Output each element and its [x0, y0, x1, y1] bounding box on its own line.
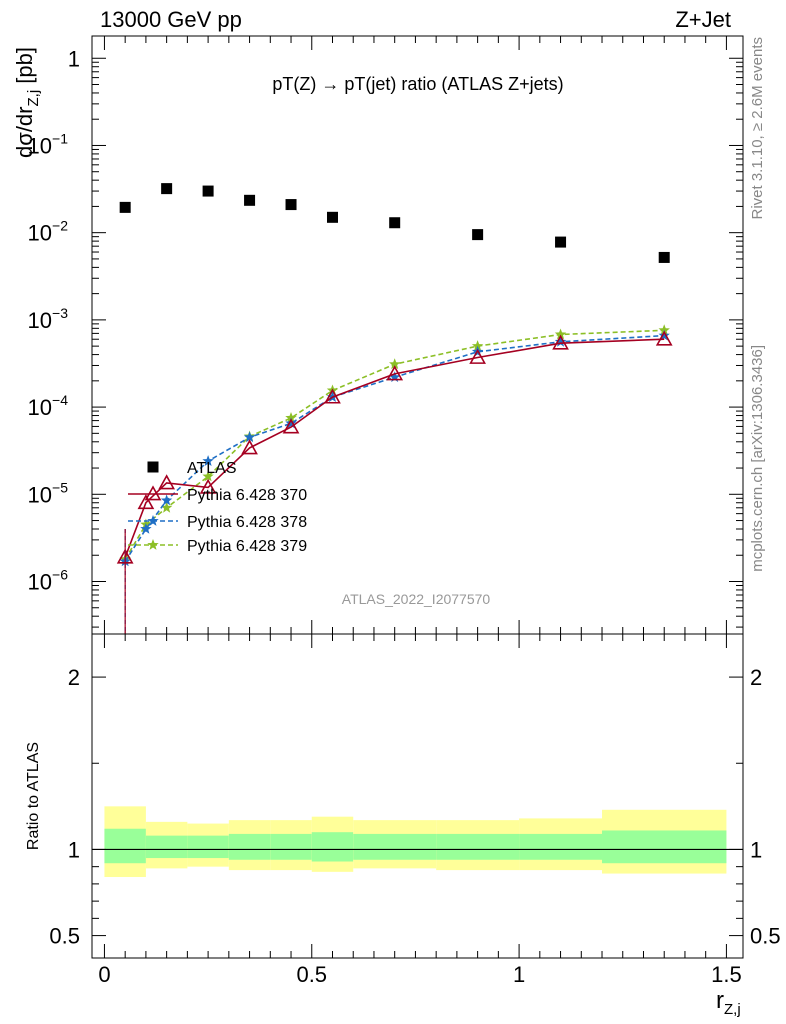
data-point: [472, 229, 484, 241]
x-axis-label: rZ,j: [716, 987, 741, 1018]
data-point: [147, 515, 159, 526]
data-point: [554, 328, 567, 340]
data-point: [282, 418, 300, 434]
series-line: [124, 329, 665, 560]
ratio-plot: 0.5 0.5 1 1 2 2 0 0.5 1 1.5 Ratio to ATLAS rZ,j: [25, 633, 781, 1018]
y-tick-label: 1: [68, 46, 80, 71]
data-point: [658, 251, 670, 263]
uncertainty-band-inner: [353, 833, 437, 860]
x-tick-label: 0.5: [296, 962, 327, 987]
ratio-y-tick-label-right: 2: [750, 665, 762, 690]
data-point: [161, 183, 173, 195]
ratio-y-tick-label: 2: [68, 665, 80, 690]
data-point: [119, 201, 131, 213]
header-analysis: Z+Jet: [675, 7, 731, 32]
data-point: [147, 461, 159, 473]
series-pythia-6-428-370: [116, 330, 673, 564]
rivet-label: Rivet 3.1.10, ≥ 2.6M events: [749, 37, 766, 220]
legend-label: Pythia 6.428 370: [187, 487, 307, 504]
ratio-y-tick-label: 0.5: [49, 924, 80, 949]
data-point: [137, 494, 155, 510]
data-point: [552, 334, 569, 350]
uncertainty-band-inner: [436, 833, 520, 860]
data-point: [469, 348, 486, 364]
uncertainty-band-inner: [270, 833, 312, 860]
data-point: [285, 199, 297, 211]
y-tick-label: 10−3: [28, 305, 69, 333]
uncertainty-band-inner: [602, 830, 727, 864]
chart-title: pT(Z) → pT(jet) ratio (ATLAS Z+jets): [272, 74, 563, 94]
data-point: [160, 501, 173, 513]
ratio-y-tick-label-right: 1: [750, 837, 762, 862]
data-point: [199, 478, 217, 494]
y-tick-label: 10−2: [28, 218, 69, 246]
data-point: [655, 330, 673, 346]
data-point: [202, 455, 214, 466]
data-point: [144, 485, 162, 501]
data-point: [389, 217, 401, 229]
data-point: [386, 365, 404, 381]
data-point: [389, 358, 401, 370]
data-point: [147, 539, 159, 550]
data-point: [243, 431, 256, 443]
y-tick-label: 10−5: [28, 479, 69, 507]
data-point: [554, 335, 567, 347]
uncertainty-band-inner: [104, 828, 146, 864]
ratio-y-tick-label-right: 0.5: [750, 924, 781, 949]
data-point: [202, 470, 214, 482]
x-tick-label: 0: [98, 962, 110, 987]
uncertainty-band-inner: [311, 832, 354, 862]
legend-label: Pythia 6.428 378: [187, 514, 307, 531]
legend: ATLAS Pythia 6.428 370 Pythia 6.428 378 Pyt…: [128, 460, 307, 555]
uncertainty-band-inner: [187, 835, 229, 859]
series-line: [124, 334, 665, 562]
data-point: [326, 211, 338, 223]
uncertainty-band-inner: [145, 835, 188, 859]
series-line: [124, 338, 665, 558]
uncertainty-band-inner: [228, 833, 271, 860]
data-point: [324, 388, 341, 404]
data-point: [285, 417, 297, 429]
y-tick-label: 10−6: [28, 566, 69, 594]
data-point: [471, 340, 484, 351]
analysis-watermark: ATLAS_2022_I2077570: [342, 591, 491, 607]
data-point: [244, 194, 256, 206]
data-point: [555, 236, 567, 248]
ratio-y-axis-label: Ratio to ATLAS: [25, 742, 42, 850]
legend-label: ATLAS: [187, 460, 237, 477]
data-point: [658, 329, 670, 341]
ratio-y-tick-label: 1: [68, 837, 80, 862]
series-atlas: [119, 183, 670, 263]
header-process: 13000 GeV pp: [100, 7, 242, 32]
uncertainty-band-inner: [519, 833, 603, 860]
y-tick-label: 10−4: [28, 392, 69, 420]
legend-label: Pythia 6.428 379: [187, 538, 307, 555]
mcplots-label: mcplots.cern.ch [arXiv:1306.3436]: [749, 345, 766, 572]
data-point: [241, 439, 258, 455]
data-point: [140, 523, 152, 534]
ratio-frame: [91, 633, 744, 959]
data-point: [160, 494, 173, 506]
data-point: [389, 371, 401, 383]
x-tick-label: 1.5: [711, 962, 742, 987]
data-point: [158, 474, 175, 490]
data-point: [202, 185, 214, 197]
x-tick-label: 1: [513, 962, 525, 987]
